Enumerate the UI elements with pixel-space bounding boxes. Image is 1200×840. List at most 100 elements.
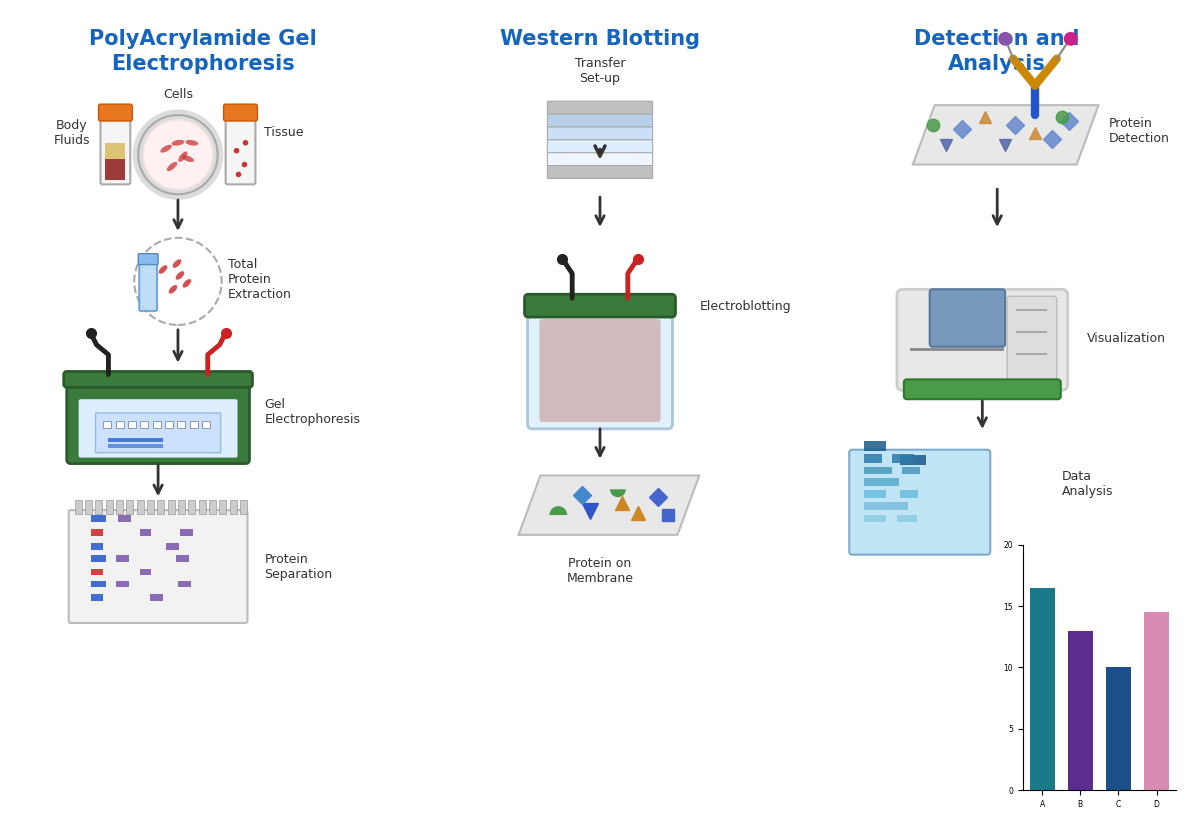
Bar [116,555,130,562]
Bar [892,454,914,463]
Bar [178,421,185,428]
FancyBboxPatch shape [223,104,257,121]
FancyBboxPatch shape [547,165,653,178]
Text: Detection and
Analysis: Detection and Analysis [914,29,1080,74]
Text: Tissue: Tissue [264,126,304,139]
Bar [900,454,925,465]
Bar [864,441,886,451]
Ellipse shape [175,271,185,280]
Bar [90,529,103,536]
Ellipse shape [186,140,198,145]
FancyBboxPatch shape [139,260,157,311]
Bar [202,421,210,428]
Bar [126,500,133,514]
Bar [90,580,107,587]
Bar [199,500,205,514]
FancyBboxPatch shape [524,294,676,317]
Bar [220,500,227,514]
FancyBboxPatch shape [68,510,247,623]
Bar [150,595,163,601]
Ellipse shape [182,279,191,287]
Bar [103,421,112,428]
Bar [864,466,892,475]
Bar [116,500,122,514]
Bar [864,454,882,463]
FancyBboxPatch shape [547,114,653,127]
Text: Visualization: Visualization [1086,333,1165,345]
Bar [74,500,82,514]
Text: Western Blotting: Western Blotting [500,29,700,49]
Circle shape [998,32,1012,45]
Text: Body
Fluids: Body Fluids [54,119,90,147]
FancyBboxPatch shape [138,254,158,265]
Bar [902,466,919,475]
Text: Data
Analysis: Data Analysis [1062,470,1114,498]
Text: Protein
Separation: Protein Separation [264,553,332,580]
Bar [119,515,131,522]
Polygon shape [913,105,1098,165]
Bar [176,555,188,562]
Bar [116,580,130,587]
Bar [178,580,191,587]
Circle shape [234,148,239,154]
Text: Gel
Electrophoresis: Gel Electrophoresis [264,398,360,426]
Bar [106,159,125,181]
Bar [166,543,179,549]
Bar [140,421,149,428]
FancyBboxPatch shape [528,305,672,429]
Bar [108,438,163,442]
Text: Cells: Cells [163,88,193,101]
Ellipse shape [172,140,185,145]
Wedge shape [610,490,626,497]
FancyBboxPatch shape [101,116,131,184]
Bar [178,500,185,514]
FancyBboxPatch shape [930,289,1006,347]
Bar [128,421,136,428]
Bar [209,500,216,514]
Bar [157,500,164,514]
Bar [229,500,236,514]
Bar [166,421,173,428]
Bar [896,515,917,522]
Wedge shape [550,507,568,515]
FancyBboxPatch shape [540,319,660,422]
FancyBboxPatch shape [226,116,256,184]
Bar [864,491,886,498]
Text: Transfer
Set-up: Transfer Set-up [575,57,625,86]
FancyBboxPatch shape [896,289,1068,391]
Bar [864,515,886,522]
Ellipse shape [158,265,167,274]
Bar [137,500,144,514]
Text: Protein on
Membrane: Protein on Membrane [566,557,634,585]
Polygon shape [518,475,700,535]
Circle shape [242,140,248,145]
Bar [152,421,161,428]
Bar [864,502,908,510]
FancyBboxPatch shape [547,139,653,153]
Text: PolyAcrylamide Gel
Electrophoresis: PolyAcrylamide Gel Electrophoresis [89,29,317,74]
FancyBboxPatch shape [64,371,252,387]
Bar [106,143,125,159]
Bar [90,515,107,522]
Ellipse shape [173,260,181,268]
Bar [90,595,103,601]
Bar [864,479,899,486]
FancyBboxPatch shape [67,378,250,464]
Ellipse shape [179,151,187,162]
Bar [140,569,151,575]
Bar [85,500,92,514]
Circle shape [1063,32,1078,45]
Bar [188,500,196,514]
FancyBboxPatch shape [79,399,238,458]
Bar [90,569,103,575]
Circle shape [143,119,214,191]
Ellipse shape [161,144,172,153]
FancyBboxPatch shape [904,380,1061,399]
Bar [900,491,918,498]
FancyBboxPatch shape [547,153,653,165]
Bar [140,529,151,536]
Bar [106,500,113,514]
Bar [180,529,193,536]
Ellipse shape [167,162,178,171]
Bar [108,444,163,448]
